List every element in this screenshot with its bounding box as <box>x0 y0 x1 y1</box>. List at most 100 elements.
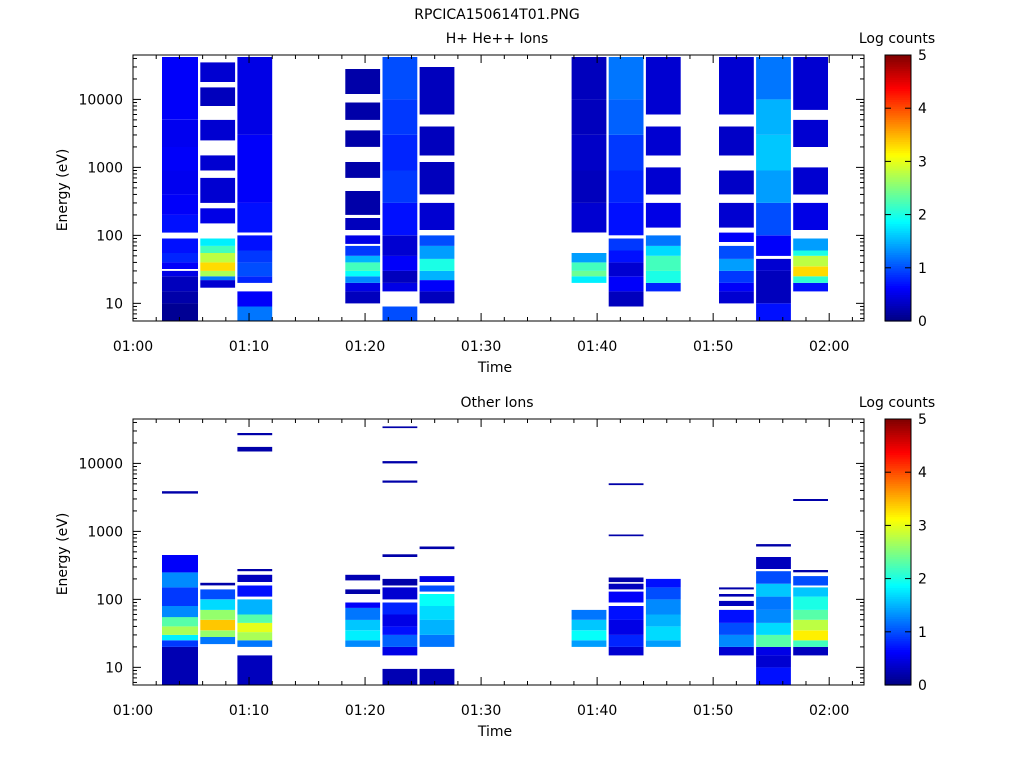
heatmap-cell <box>793 255 828 267</box>
colorbar-tick-label: 5 <box>918 412 927 428</box>
heatmap-cell <box>345 640 381 647</box>
plot-frame <box>132 54 865 322</box>
colorbar-segment <box>885 296 911 300</box>
colorbar-segment <box>885 114 911 118</box>
colorbar-segment <box>885 427 911 431</box>
heatmap-cell <box>237 585 273 597</box>
heatmap-cell <box>200 208 236 224</box>
colorbar-segment <box>885 57 911 61</box>
y-tick-label: 10 <box>105 296 123 312</box>
colorbar-segment <box>885 123 911 127</box>
heatmap-cell <box>608 250 644 263</box>
heatmap-cell <box>571 99 607 135</box>
heatmap-cell <box>382 270 418 283</box>
panel-title: Other Ions <box>460 395 533 411</box>
colorbar-segment <box>885 450 911 453</box>
heatmap-cell <box>200 599 236 610</box>
colorbar-segment <box>885 516 911 520</box>
colorbar-segment <box>885 161 911 165</box>
colorbar-segment <box>885 507 911 511</box>
y-tick-label: 1000 <box>87 524 123 540</box>
colorbar-segment <box>885 665 911 668</box>
x-axis-ticks: 01:00 01:10 01:20 01:30 01:40 01:50 02:00 <box>113 419 853 719</box>
heatmap-cell <box>719 258 754 271</box>
heatmap-cell <box>345 69 381 94</box>
colorbar-segment <box>885 256 911 260</box>
heatmap-cell <box>608 619 644 635</box>
heatmap-cell <box>237 640 273 647</box>
colorbar-segment <box>885 574 911 577</box>
colorbar-tick-label: 1 <box>918 261 927 277</box>
heatmap-cell <box>756 544 791 547</box>
y-axis-label: Energy (eV) <box>55 513 71 596</box>
colorbar-segment <box>885 485 911 489</box>
plot-frame <box>132 418 865 686</box>
heatmap-cell <box>382 99 418 135</box>
colorbar-segment <box>885 103 911 107</box>
heatmap-cell <box>237 569 273 572</box>
heatmap-cell <box>756 235 791 256</box>
heatmap-cell <box>419 594 455 606</box>
heatmap-cell <box>162 276 198 292</box>
colorbar-segment <box>885 70 911 74</box>
colorbar-segment <box>885 79 911 83</box>
colorbar-segment <box>885 467 911 471</box>
colorbar-segment <box>885 419 911 422</box>
heatmap-cell <box>162 646 198 685</box>
heatmap-cell <box>419 245 455 259</box>
colorbar-segment <box>885 547 911 551</box>
colorbar-segment <box>885 92 911 96</box>
colorbar-segment <box>885 425 911 429</box>
heatmap-cell <box>419 235 455 246</box>
heatmap-cell <box>793 238 828 251</box>
colorbar-segment <box>885 634 911 637</box>
heatmap-cell <box>382 135 418 171</box>
colorbar-segment <box>885 656 911 659</box>
colorbar-segment <box>885 678 911 682</box>
heatmap-cell <box>793 276 828 283</box>
colorbar-segment <box>885 456 911 460</box>
colorbar-segment <box>885 174 911 178</box>
heatmap-cell <box>200 637 236 645</box>
heatmap-cell <box>200 582 236 586</box>
heatmap-cell <box>571 609 607 620</box>
heatmap-cell <box>200 270 236 277</box>
heatmap-cell <box>200 589 236 600</box>
heatmap-cell <box>571 262 607 271</box>
x-axis-label: Time <box>477 724 512 740</box>
y-tick-label: 10000 <box>78 456 123 472</box>
colorbar-segment <box>885 609 911 613</box>
colorbar-segment <box>885 307 911 311</box>
heatmap-cell <box>162 238 198 253</box>
colorbar-segment <box>885 183 911 187</box>
heatmap-cell <box>793 630 828 641</box>
colorbar-segment <box>885 83 911 87</box>
colorbar-segment <box>885 86 911 89</box>
x-tick-label: 01:10 <box>229 339 269 355</box>
heatmap-cell <box>345 262 381 271</box>
colorbar-segment <box>885 274 911 278</box>
colorbar-segment <box>885 501 911 504</box>
heatmap-cell <box>345 630 381 641</box>
colorbar-segment <box>885 523 911 526</box>
heatmap-cell <box>756 646 791 656</box>
heatmap-cell <box>719 270 754 283</box>
colorbar-frame <box>884 418 912 686</box>
colorbar-segment <box>885 252 911 256</box>
colorbar-segment <box>885 263 911 267</box>
x-tick-label: 01:40 <box>577 339 617 355</box>
colorbar-segment <box>885 496 911 500</box>
colorbar-segment <box>885 112 911 116</box>
y-axis-ticks: 10 100 1000 10000 <box>78 57 864 319</box>
heatmap-cell <box>756 135 791 171</box>
colorbar-segment <box>885 576 911 580</box>
colorbar-segment <box>885 63 911 67</box>
heatmap-cells <box>162 57 828 321</box>
heatmap-cell <box>200 609 236 620</box>
colorbar-segment <box>885 676 911 679</box>
heatmap-cell <box>719 245 754 259</box>
colorbar-segment <box>885 647 911 651</box>
colorbar-segment <box>885 598 911 602</box>
heatmap-cell <box>719 600 754 606</box>
heatmap-cell <box>645 167 681 195</box>
